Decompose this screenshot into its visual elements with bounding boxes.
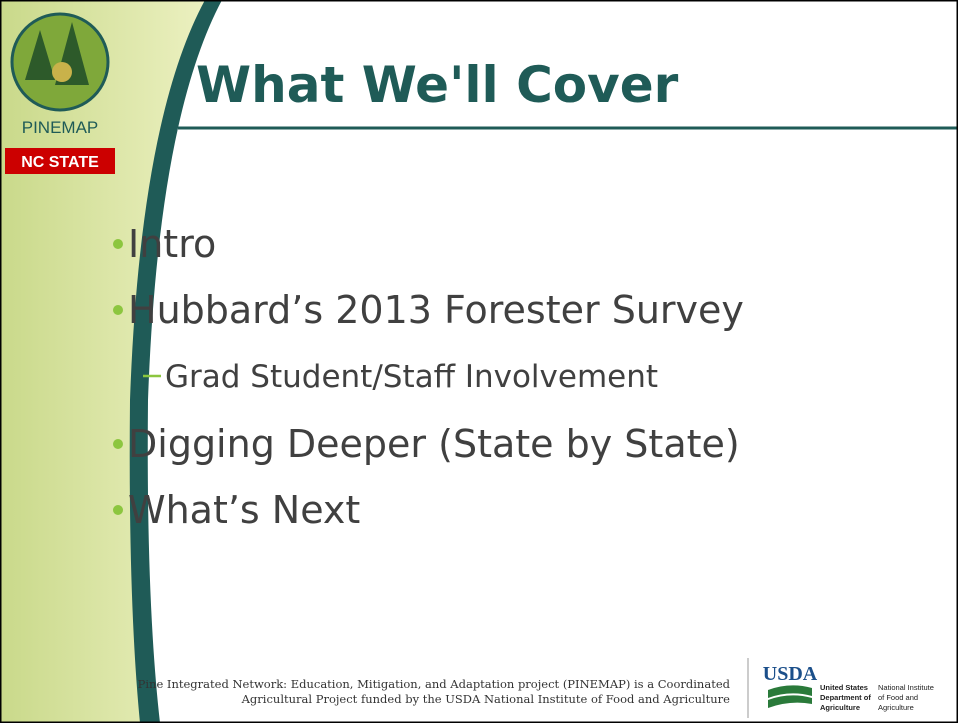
bullet-dot <box>113 439 123 449</box>
footer: Pine Integrated Network: Education, Miti… <box>138 658 934 718</box>
logo-trees <box>25 22 89 85</box>
title: What We'll Cover <box>196 56 679 114</box>
side-stripe <box>129 0 222 723</box>
bullet-dot <box>113 305 123 315</box>
footer-line: Agricultural Project funded by the USDA … <box>241 692 731 706</box>
bullet: Intro <box>128 222 216 266</box>
agency-line: Department of <box>820 693 871 702</box>
logo-name: PINEMAP <box>22 118 99 137</box>
usda-swoosh <box>768 685 812 708</box>
bullet: Hubbard’s 2013 Forester Survey <box>128 288 744 332</box>
agency-line: United States <box>820 683 868 692</box>
bullet: What’s Next <box>128 488 360 532</box>
badge-box <box>5 148 115 174</box>
side-band <box>0 0 218 723</box>
sub-bullet: Grad Student/Staff Involvement <box>165 359 658 395</box>
agency-line: Agriculture <box>820 703 860 712</box>
institute-line: Agriculture <box>878 703 914 712</box>
bullet-dot <box>113 505 123 515</box>
bullet: Digging Deeper (State by State) <box>128 422 740 466</box>
bullet-list: Intro Hubbard’s 2013 Forester Survey Grad … <box>113 222 744 532</box>
logo-emblem <box>10 12 110 112</box>
badge: NC STATE <box>21 154 99 171</box>
bullet-dot <box>113 239 123 249</box>
footer-line: Pine Integrated Network: Education, Miti… <box>138 677 731 691</box>
institute-line: National Institute <box>878 683 934 692</box>
institute-line: of Food and <box>878 693 918 702</box>
usda-mark: USDA <box>763 663 818 685</box>
logo-cone <box>52 62 72 82</box>
